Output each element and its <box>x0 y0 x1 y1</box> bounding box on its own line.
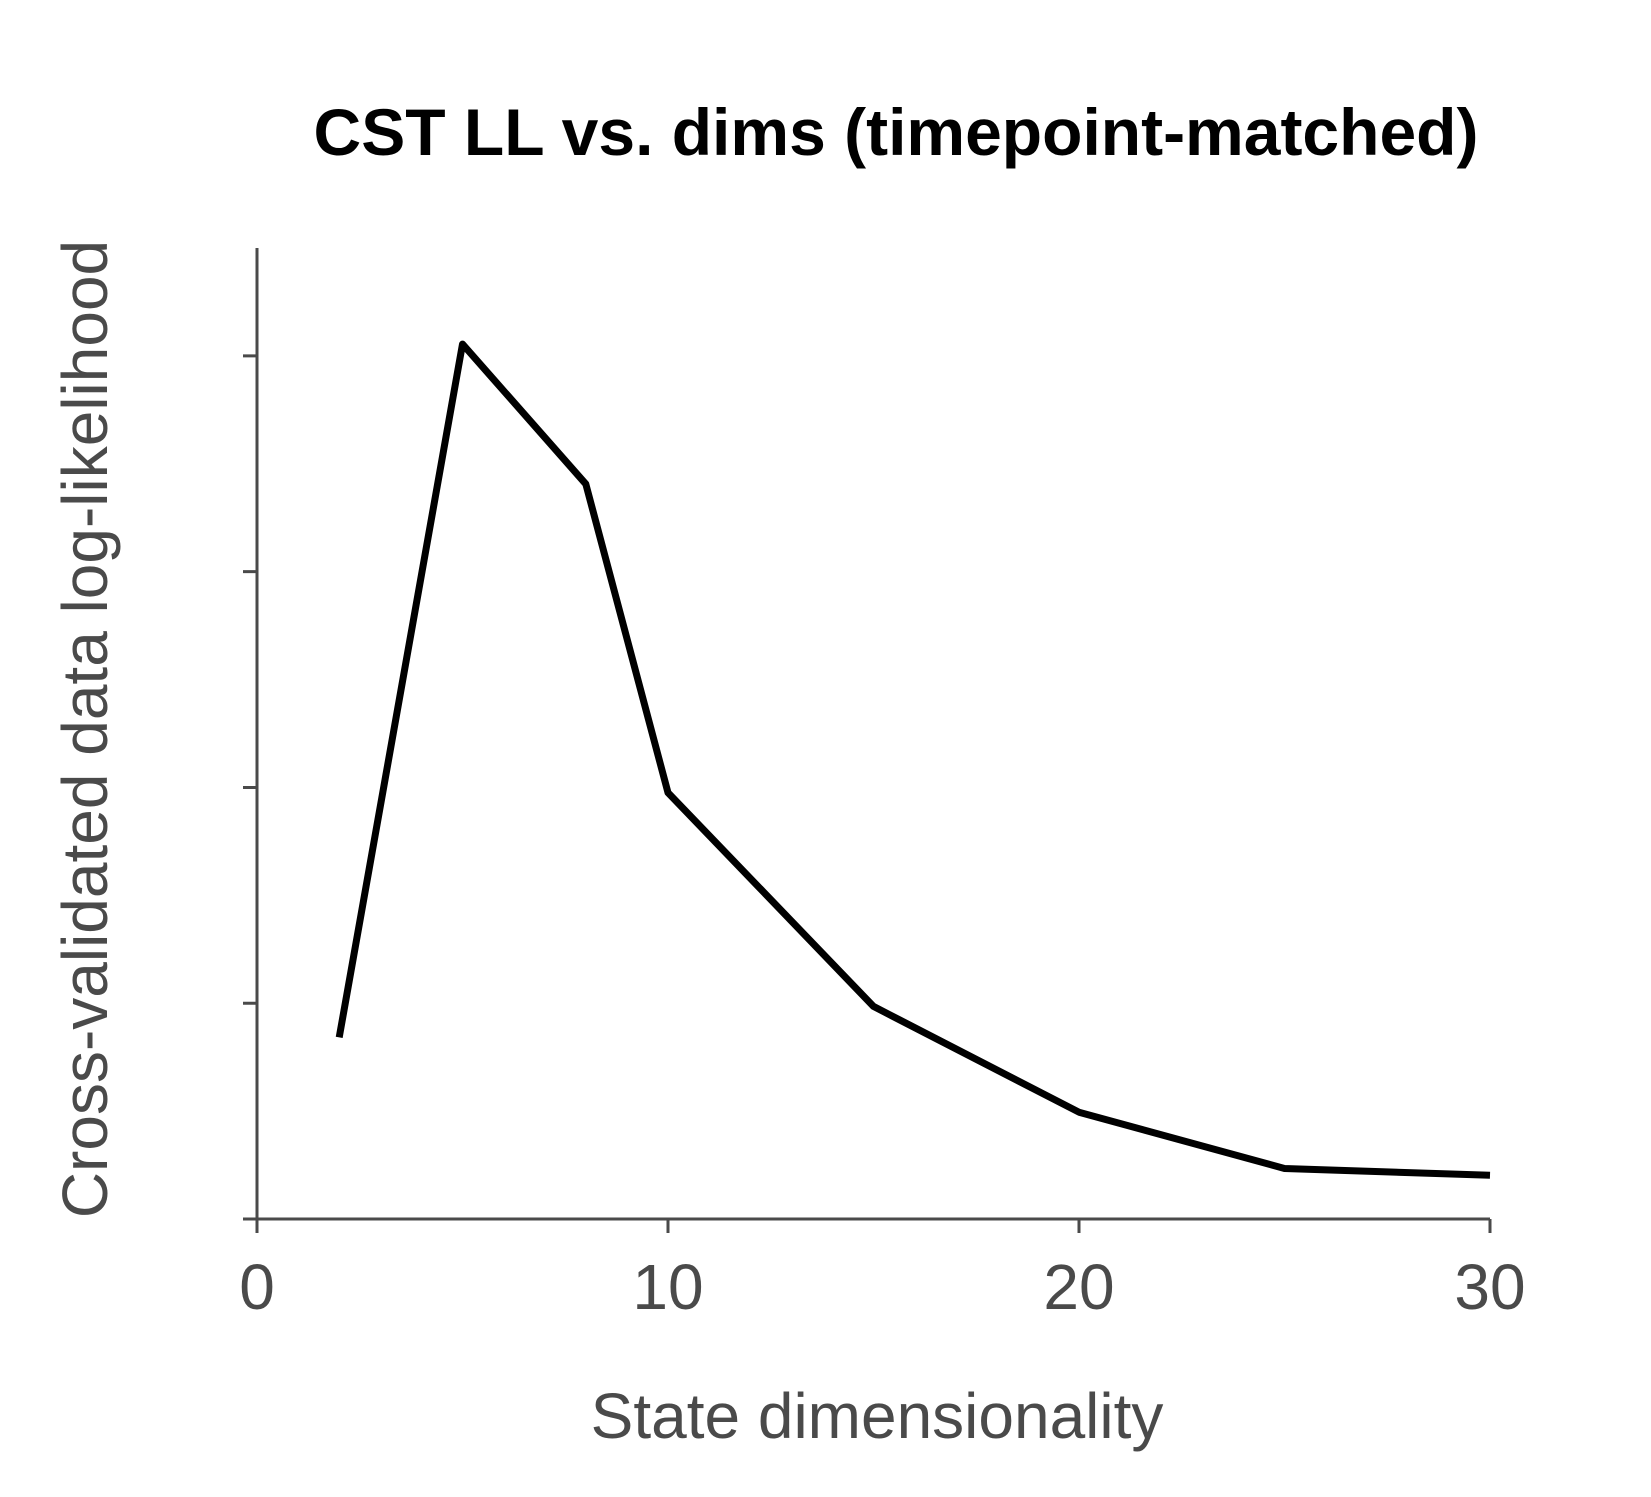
x-tick-label: 0 <box>239 1251 275 1323</box>
chart-title: CST LL vs. dims (timepoint-matched) <box>314 95 1479 169</box>
x-tick-label: 10 <box>632 1251 703 1323</box>
axes <box>243 248 1490 1221</box>
x-axis-label: State dimensionality <box>591 1380 1164 1452</box>
y-axis-label: Cross-validated data log-likelihood <box>49 240 121 1218</box>
x-tick-label: 20 <box>1043 1251 1114 1323</box>
series-layer <box>335 340 1491 1179</box>
y-ticks <box>243 354 257 1221</box>
x-tick-label: 30 <box>1454 1251 1525 1323</box>
x-ticks: 0 10 20 30 <box>239 1219 1526 1323</box>
series-line <box>335 340 1491 1179</box>
